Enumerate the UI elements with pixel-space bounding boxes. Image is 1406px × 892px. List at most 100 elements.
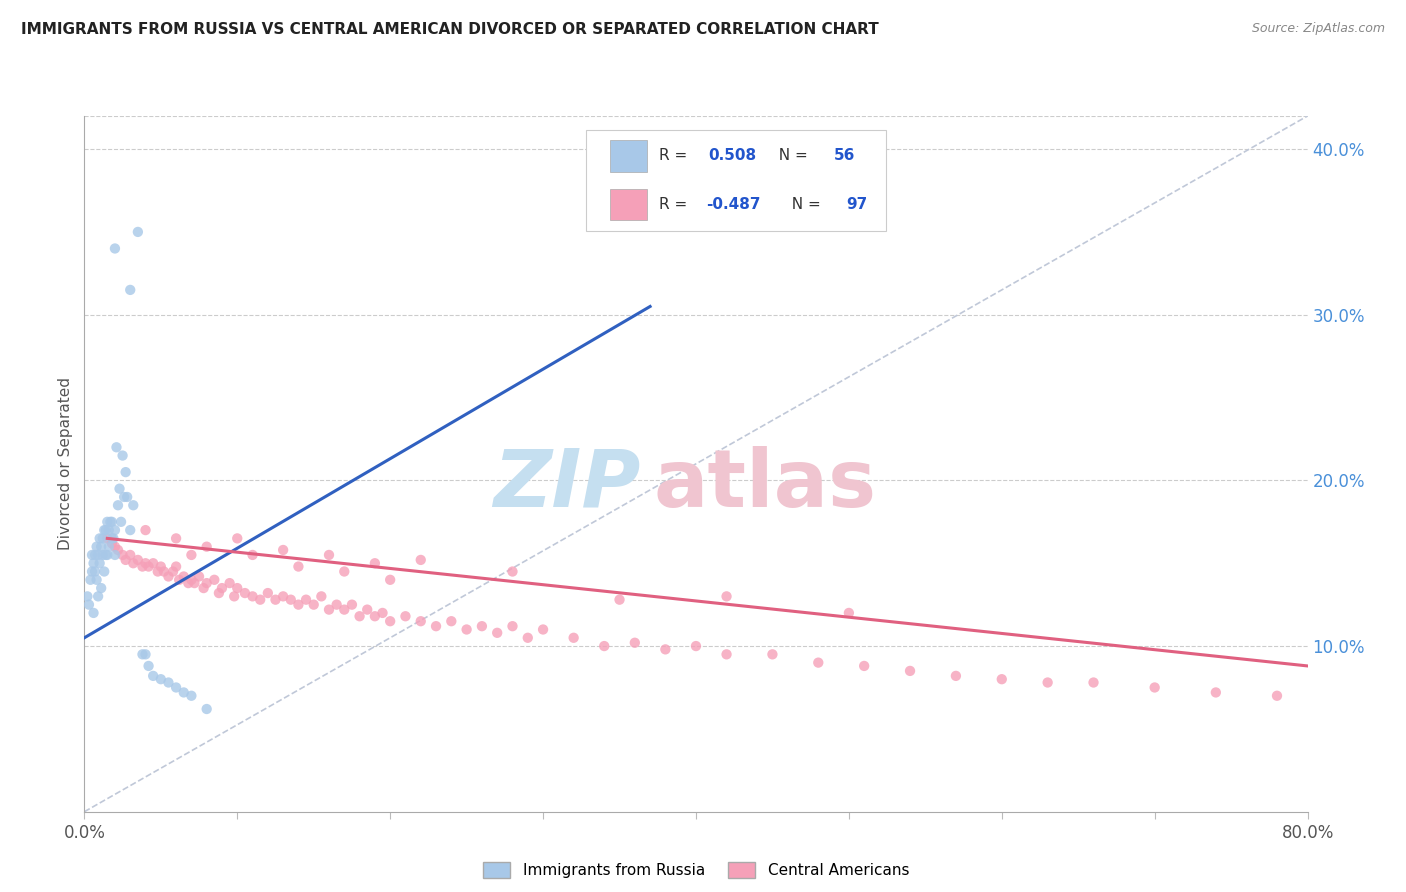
Point (146, 565, 169, 579)
Point (409, 614, 432, 628)
Point (224, 590, 246, 604)
Point (115, 490, 138, 504)
Point (761, 648, 783, 662)
Point (486, 625, 509, 640)
Point (101, 536, 124, 550)
Point (287, 598, 309, 612)
Point (101, 515, 124, 529)
Point (502, 619, 524, 633)
Point (202, 573, 225, 587)
Point (165, 532, 187, 546)
Point (110, 515, 132, 529)
Point (104, 548, 127, 562)
Point (562, 631, 585, 645)
Point (380, 573, 402, 587)
Point (122, 556, 145, 570)
Point (91, 532, 114, 546)
Point (135, 556, 157, 570)
Point (165, 559, 187, 574)
Point (371, 606, 394, 620)
Point (120, 548, 142, 562)
Point (89, 532, 111, 546)
Point (91, 548, 114, 562)
Point (120, 283, 142, 297)
Point (107, 543, 129, 558)
Point (86, 540, 108, 554)
Legend: Immigrants from Russia, Central Americans: Immigrants from Russia, Central American… (477, 856, 915, 884)
Point (149, 559, 172, 574)
Point (157, 569, 180, 583)
Point (84, 565, 107, 579)
Point (945, 669, 967, 683)
Point (325, 598, 347, 612)
Text: R =: R = (659, 197, 692, 212)
Point (165, 681, 187, 695)
Point (96, 515, 118, 529)
Point (127, 553, 149, 567)
Point (440, 614, 463, 628)
Point (142, 556, 165, 570)
Point (1083, 675, 1105, 690)
Point (242, 590, 264, 604)
Point (471, 619, 494, 633)
Point (380, 614, 402, 628)
Point (991, 672, 1014, 686)
Text: N =: N = (782, 197, 825, 212)
Point (188, 569, 211, 583)
Point (257, 586, 280, 600)
Text: R =: R = (659, 148, 692, 163)
Point (131, 559, 153, 574)
Point (716, 590, 738, 604)
Point (394, 609, 416, 624)
Point (97, 540, 120, 554)
Point (180, 548, 202, 562)
Point (1265, 689, 1288, 703)
Point (295, 592, 318, 607)
Point (114, 553, 136, 567)
Point (195, 540, 218, 554)
Point (135, 648, 157, 662)
Point (80, 548, 103, 562)
Point (716, 648, 738, 662)
Point (807, 656, 830, 670)
Point (107, 498, 129, 512)
Point (84, 548, 107, 562)
Point (249, 592, 271, 607)
Point (280, 592, 302, 607)
Text: 56: 56 (834, 148, 856, 163)
Point (87, 548, 110, 562)
Point (654, 642, 676, 657)
Point (111, 449, 134, 463)
Point (333, 602, 356, 616)
Point (364, 609, 387, 624)
Point (142, 669, 165, 683)
Text: -0.487: -0.487 (706, 197, 761, 212)
Point (349, 609, 371, 624)
Point (302, 598, 325, 612)
Point (195, 702, 218, 716)
Point (162, 565, 184, 579)
Point (104, 540, 127, 554)
Point (364, 556, 387, 570)
Point (838, 606, 860, 620)
Point (138, 559, 160, 574)
Point (97, 523, 120, 537)
Point (502, 565, 524, 579)
Point (456, 623, 478, 637)
Point (180, 689, 202, 703)
Point (77, 598, 100, 612)
Point (111, 548, 134, 562)
Point (93, 565, 115, 579)
Point (208, 586, 231, 600)
Point (318, 602, 340, 616)
Point (685, 639, 707, 653)
Text: IMMIGRANTS FROM RUSSIA VS CENTRAL AMERICAN DIVORCED OR SEPARATED CORRELATION CHA: IMMIGRANTS FROM RUSSIA VS CENTRAL AMERIC… (21, 22, 879, 37)
Point (898, 664, 921, 678)
Point (264, 592, 287, 607)
Point (1205, 685, 1227, 699)
Point (86, 573, 108, 587)
Point (409, 553, 432, 567)
Text: Source: ZipAtlas.com: Source: ZipAtlas.com (1251, 22, 1385, 36)
Point (180, 573, 202, 587)
Point (311, 590, 333, 604)
